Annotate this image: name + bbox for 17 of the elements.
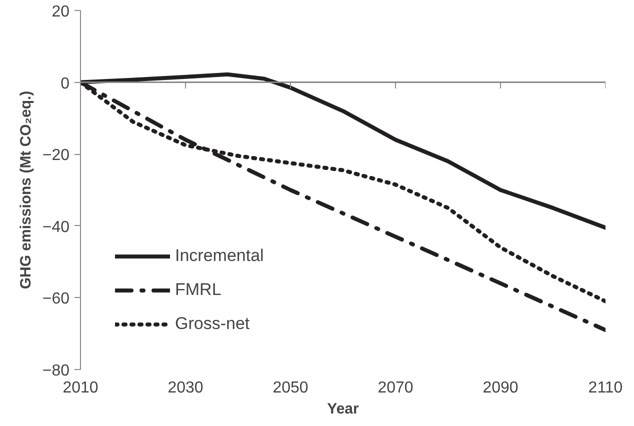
x-tick-label: 2010 [62, 380, 98, 396]
y-tick-label: −40 [42, 218, 70, 236]
y-tick-label: −20 [42, 147, 70, 164]
legend-label: Incremental [175, 246, 264, 266]
y-tick-label: −80 [42, 362, 70, 380]
x-tick-label: 2030 [168, 380, 204, 396]
legend-label: FMRL [175, 280, 222, 300]
y-tick-label: 20 [52, 4, 70, 20]
y-tick-label: 0 [60, 75, 70, 92]
y-tick-label: −60 [42, 290, 70, 308]
x-axis-title: Year [327, 400, 360, 418]
y-axis-title: GHG emissions (Mt CO₂eq.) [17, 90, 34, 290]
legend-label: Gross-net [175, 314, 250, 334]
x-tick-label: 2070 [378, 380, 414, 396]
x-tick-label: 2110 [588, 380, 623, 396]
x-tick-label: 2090 [482, 380, 518, 396]
x-tick-label: 2050 [272, 380, 308, 396]
